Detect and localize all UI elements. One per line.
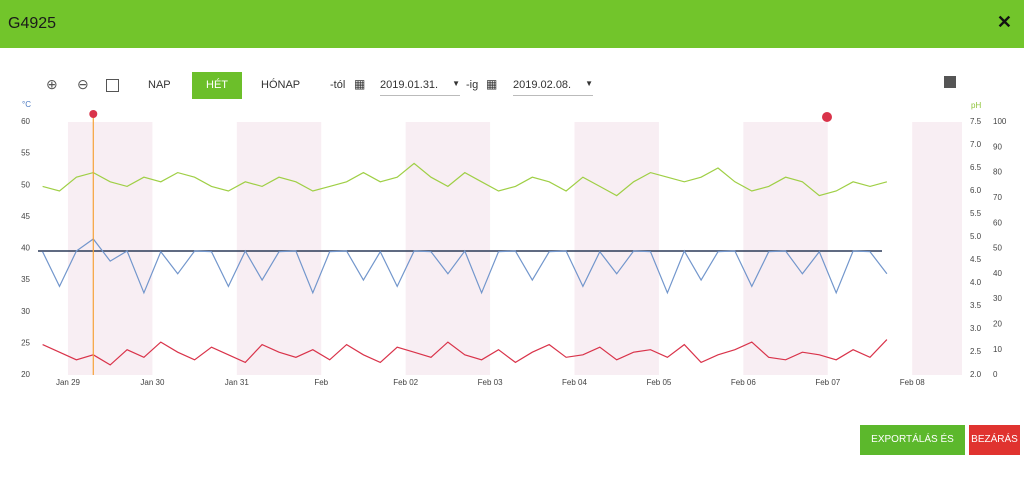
y3-tick-label: 80 (993, 168, 1002, 177)
y3-tick-label: 90 (993, 142, 1002, 151)
dialog-title: G4925 (8, 15, 57, 32)
to-date[interactable]: 2019.02.08. ▼ (513, 79, 593, 96)
from-date[interactable]: 2019.01.31. ▼ (380, 79, 460, 96)
y2-tick-label: 2.5 (970, 347, 982, 356)
y2-tick-label: 5.0 (970, 232, 982, 241)
x-tick-label: Jan 29 (56, 378, 81, 387)
y2-tick-label: 7.0 (970, 140, 982, 149)
thermometer-icon (89, 110, 98, 118)
period-button[interactable]: HÓNAP (261, 79, 301, 91)
from-label: -tól (330, 79, 346, 91)
y2-tick-label: 2.0 (970, 370, 982, 379)
x-tick-label: Feb 05 (646, 378, 671, 387)
period-button[interactable]: NAP (148, 79, 171, 91)
page: Jan 29 Jan 30 Jan 31 Feb Feb 02 Feb 03 Feb 04 F… (0, 0, 1024, 475)
y3-tick-label: 10 (993, 345, 1002, 354)
to-date-text: 2019.02.08. (513, 79, 572, 91)
series-line (42, 238, 888, 295)
y3-tick-label: 40 (993, 269, 1002, 278)
x-tick-label: Feb 03 (478, 378, 503, 387)
y3-tick-label: 70 (993, 193, 1002, 202)
image-export-icon[interactable] (944, 76, 956, 88)
night-band (67, 122, 153, 375)
x-tick-label: Feb 07 (815, 378, 840, 387)
y-tick-label: 50 (21, 180, 30, 189)
series-line (42, 339, 888, 366)
y2-tick-label: 5.5 (970, 209, 982, 218)
y3-tick-label: 30 (993, 294, 1002, 303)
y2-axis-label: pH (971, 101, 981, 110)
x-tick-label: Feb 02 (393, 378, 418, 387)
y-tick-label: 20 (21, 370, 30, 379)
cow-event-icon (822, 112, 832, 122)
y3-tick-label: 60 (993, 218, 1002, 227)
night-band (912, 122, 962, 375)
night-band (574, 122, 659, 375)
zoom-out-icon[interactable]: ⊖ (77, 76, 89, 92)
zoom-in-icon[interactable]: ⊕ (46, 76, 58, 92)
night-band (743, 122, 828, 375)
x-tick-label: Feb 04 (562, 378, 587, 387)
y2-tick-label: 3.0 (970, 324, 982, 333)
y2-tick-label: 7.5 (970, 117, 982, 126)
y2-tick-label: 6.0 (970, 186, 982, 195)
night-band (236, 122, 322, 375)
y3-tick-label: 0 (993, 370, 998, 379)
calendar-icon[interactable]: ▦ (354, 77, 366, 91)
y-tick-label: 35 (21, 275, 30, 284)
y2-tick-label: 4.0 (970, 278, 982, 287)
y3-tick-label: 100 (993, 117, 1007, 126)
calendar-icon[interactable]: ▦ (486, 77, 498, 91)
y-axis-label: °C (22, 100, 31, 109)
y2-tick-label: 4.5 (970, 255, 982, 264)
x-tick-label: Feb 08 (900, 378, 925, 387)
y-tick-label: 55 (21, 149, 30, 158)
chart: Jan 29 Jan 30 Jan 31 Feb Feb 02 Feb 03 Feb 04 F… (21, 100, 1007, 387)
y3-tick-label: 20 (993, 320, 1002, 329)
y2-tick-label: 6.5 (970, 163, 982, 172)
y-tick-label: 25 (21, 338, 30, 347)
to-label: -ig (466, 79, 479, 91)
x-tick-label: Feb 06 (731, 378, 756, 387)
from-date-text: 2019.01.31. (380, 79, 439, 91)
fit-icon[interactable] (106, 79, 119, 92)
night-band (405, 122, 491, 375)
header (0, 0, 1024, 48)
export-button[interactable]: EXPORTÁLÁS ÉS BEZÁRÁS (860, 425, 965, 475)
series-line (42, 162, 888, 197)
y2-tick-label: 3.5 (970, 301, 982, 310)
close-icon[interactable]: ✕ (996, 12, 1012, 32)
y-tick-label: 40 (21, 244, 30, 253)
y-tick-label: 60 (21, 117, 30, 126)
period-button-active[interactable]: HÉT (192, 72, 242, 99)
x-tick-label: Jan 31 (225, 378, 250, 387)
y-tick-label: 45 (21, 212, 30, 221)
x-tick-label: Feb (314, 378, 328, 387)
x-tick-label: Jan 30 (140, 378, 165, 387)
y3-tick-label: 50 (993, 244, 1002, 253)
y-tick-label: 30 (21, 307, 30, 316)
close-button[interactable]: BEZÁRÁS (969, 425, 1020, 455)
